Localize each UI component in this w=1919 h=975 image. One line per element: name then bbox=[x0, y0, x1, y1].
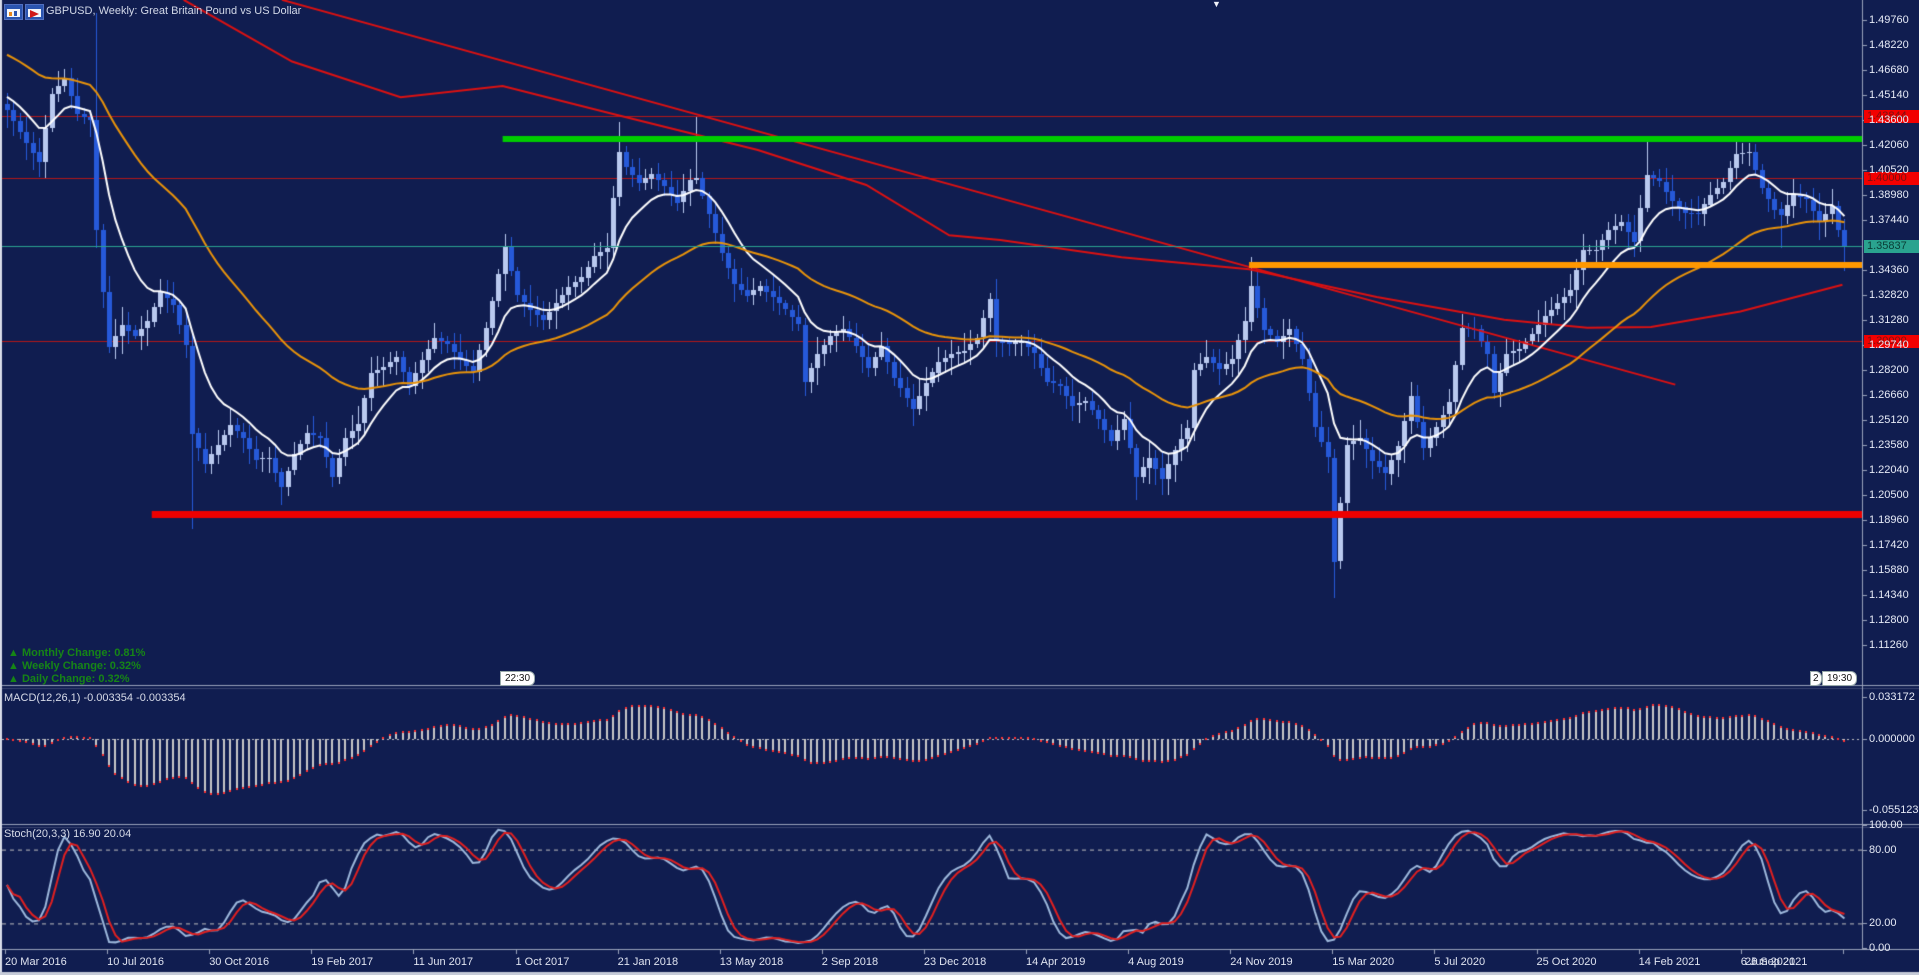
date-axis-label: 11 Jun 2017 bbox=[413, 956, 474, 968]
price-axis-label: 1.26660 bbox=[1869, 389, 1909, 401]
time-tag-stub[interactable]: 2 bbox=[1810, 671, 1822, 686]
date-axis-label: 10 Jul 2016 bbox=[107, 956, 164, 968]
date-axis-label: 26 Sep 2021 bbox=[1745, 956, 1808, 968]
price-axis-label: 1.28200 bbox=[1869, 364, 1909, 376]
date-axis-label: 30 Oct 2016 bbox=[209, 956, 270, 968]
stoch-label: Stoch(20,3,3) 16.90 20.04 bbox=[4, 828, 132, 840]
macd-label: MACD(12,26,1) -0.003354 -0.003354 bbox=[4, 692, 186, 704]
date-axis-label: 23 Dec 2018 bbox=[923, 956, 987, 968]
price-axis-label: 1.38980 bbox=[1869, 189, 1909, 201]
price-axis-label: 1.18960 bbox=[1869, 514, 1909, 526]
time-tag-2[interactable]: 19:30 bbox=[1822, 671, 1858, 686]
date-axis-label: 20 Mar 2016 bbox=[5, 956, 67, 968]
object-marker-icon[interactable]: ▼ bbox=[1212, 0, 1221, 9]
date-axis-label: 1 Oct 2017 bbox=[515, 956, 570, 968]
date-axis-label: 13 May 2018 bbox=[719, 956, 784, 968]
price-axis-label: 1.37440 bbox=[1869, 214, 1909, 226]
date-axis-label: 24 Nov 2019 bbox=[1230, 956, 1293, 968]
price-axis-label: 1.43600 bbox=[1869, 114, 1909, 126]
date-axis-label: 19 Feb 2017 bbox=[311, 956, 374, 968]
date-axis-label: 14 Feb 2021 bbox=[1638, 956, 1701, 968]
date-axis-label: 14 Apr 2019 bbox=[1026, 956, 1086, 968]
macd-axis-label: 0.033172 bbox=[1869, 691, 1915, 703]
daily-change-text: ▲ Daily Change: 0.32% bbox=[8, 673, 130, 685]
price-axis-label: 1.42060 bbox=[1869, 139, 1909, 151]
price-axis-label: 1.23580 bbox=[1869, 439, 1909, 451]
chart-title: GBPUSD, Weekly: Great Britain Pound vs U… bbox=[46, 5, 302, 17]
price-axis-label: 1.29740 bbox=[1869, 339, 1909, 351]
macd-axis-label: 0.000000 bbox=[1869, 733, 1915, 745]
price-axis-label: 1.20500 bbox=[1869, 489, 1909, 501]
time-tag-1[interactable]: 22:30 bbox=[500, 671, 536, 686]
weekly-change-text: ▲ Weekly Change: 0.32% bbox=[8, 660, 141, 672]
price-axis-label: 1.14340 bbox=[1869, 589, 1909, 601]
price-axis-label: 1.40520 bbox=[1869, 164, 1909, 176]
price-tag-1.30000: 1.30000 bbox=[1864, 335, 1919, 348]
monthly-change-text: ▲ Monthly Change: 0.81% bbox=[8, 647, 146, 659]
price-tag-1.43844: 1.43844 bbox=[1864, 110, 1919, 123]
date-axis-label: 21 Jan 2018 bbox=[617, 956, 679, 968]
price-axis-label: 1.48220 bbox=[1869, 39, 1909, 51]
date-axis-label: 5 Jul 2020 bbox=[1434, 956, 1486, 968]
price-axis-label: 1.12800 bbox=[1869, 614, 1909, 626]
price-tag-1.40000: 1.40000 bbox=[1864, 172, 1919, 185]
price-axis-label: 1.46680 bbox=[1869, 64, 1909, 76]
stoch-axis-label: 80.00 bbox=[1869, 844, 1897, 856]
chart-window-icon[interactable] bbox=[4, 4, 23, 20]
stoch-axis-label: 20.00 bbox=[1869, 917, 1897, 929]
price-axis-label: 1.49760 bbox=[1869, 14, 1909, 26]
indicator-window-icon[interactable] bbox=[25, 4, 44, 20]
price-axis-label: 1.17420 bbox=[1869, 539, 1909, 551]
current-price-tag: 1.35837 bbox=[1864, 240, 1919, 253]
price-axis-label: 1.34360 bbox=[1869, 264, 1909, 276]
stoch-axis-label: 0.00 bbox=[1869, 942, 1891, 954]
price-axis-label: 1.22040 bbox=[1869, 464, 1909, 476]
stoch-axis-label: 100.00 bbox=[1869, 819, 1903, 831]
price-axis-label: 1.11260 bbox=[1869, 639, 1908, 651]
date-axis-label: 2 Sep 2018 bbox=[821, 956, 879, 968]
price-axis-label: 1.45140 bbox=[1869, 89, 1909, 101]
date-axis-label: 4 Aug 2019 bbox=[1128, 956, 1184, 968]
price-axis-label: 1.31280 bbox=[1869, 314, 1909, 326]
price-axis-label: 1.32820 bbox=[1869, 289, 1909, 301]
price-axis-label: 1.25120 bbox=[1869, 414, 1909, 426]
price-axis-label: 1.15880 bbox=[1869, 564, 1909, 576]
macd-axis-label: -0.055123 bbox=[1869, 804, 1919, 816]
date-axis-label: 6 Jun 2021 bbox=[1740, 956, 1796, 968]
date-axis-label: 25 Oct 2020 bbox=[1536, 956, 1597, 968]
date-axis-label: 15 Mar 2020 bbox=[1332, 956, 1395, 968]
